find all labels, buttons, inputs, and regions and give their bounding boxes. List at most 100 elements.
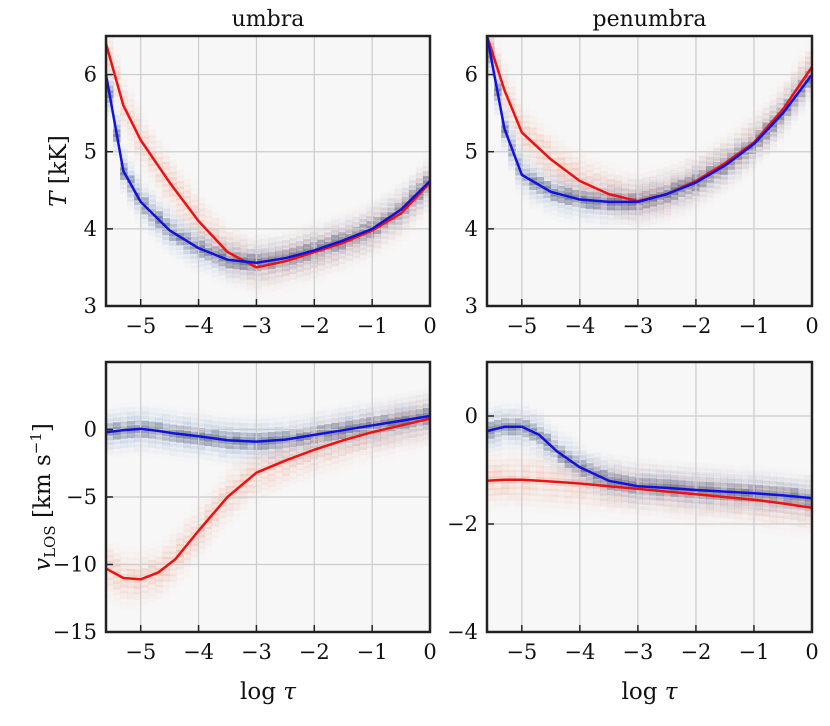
heatmap-cell <box>670 177 679 186</box>
heatmap-cell <box>720 497 728 505</box>
heatmap-cell <box>303 409 310 417</box>
heatmap-cell <box>127 416 135 425</box>
heatmap-cell <box>650 460 657 468</box>
heatmap-cell <box>755 115 763 124</box>
heatmap-cell <box>324 260 332 269</box>
heatmap-cell <box>190 250 198 259</box>
heatmap-cell <box>226 221 233 229</box>
heatmap-cell <box>317 438 325 446</box>
heatmap-cell <box>494 102 502 111</box>
heatmap-cell <box>698 178 707 187</box>
heatmap-cell <box>522 168 530 177</box>
heatmap-cell <box>260 454 269 462</box>
heatmap-cell <box>289 448 297 457</box>
heatmap-cell <box>141 211 149 220</box>
heatmap-cell <box>331 441 339 450</box>
heatmap-cell <box>713 171 721 180</box>
heatmap-cell <box>232 432 241 440</box>
heatmap-cell <box>268 455 276 464</box>
heatmap-cell <box>508 81 516 90</box>
heatmap-cell <box>515 138 523 146</box>
heatmap-cell <box>303 441 311 450</box>
heatmap-cell <box>415 428 424 437</box>
heatmap-cell <box>501 81 509 89</box>
heatmap-cell <box>494 481 502 490</box>
heatmap-cell <box>394 217 403 225</box>
heatmap-cell <box>600 204 608 213</box>
heatmap-cell <box>225 497 234 506</box>
heatmap-cell <box>380 410 389 418</box>
heatmap-cell <box>296 264 304 273</box>
heatmap-cell <box>268 445 276 454</box>
heatmap-cell <box>338 218 346 226</box>
heatmap-cell <box>571 196 580 205</box>
heatmap-cell <box>698 474 707 482</box>
heatmap-cell <box>684 163 693 172</box>
heatmap-cell <box>395 394 402 402</box>
y-tick-label: −4 <box>447 620 478 644</box>
heatmap-cell <box>607 491 615 500</box>
heatmap-cell <box>260 276 269 285</box>
heatmap-cell <box>380 448 389 456</box>
heatmap-cell <box>621 212 629 220</box>
heatmap-cell <box>578 450 587 459</box>
heatmap-cell <box>684 191 693 200</box>
heatmap-cell <box>246 446 255 455</box>
heatmap-cell <box>755 121 763 130</box>
heatmap-cell <box>656 177 665 186</box>
heatmap-cell <box>494 48 502 56</box>
heatmap-cell <box>769 504 778 513</box>
heatmap-cell <box>352 410 360 418</box>
heatmap-cell <box>211 260 220 269</box>
heatmap-cell <box>324 443 332 451</box>
heatmap-cell <box>614 164 621 172</box>
heatmap-cell <box>607 493 615 502</box>
heatmap-cell <box>543 171 551 180</box>
heatmap-cell <box>155 140 163 148</box>
heatmap-cell <box>366 221 375 229</box>
heatmap-cell <box>494 487 502 496</box>
heatmap-cell <box>373 235 382 244</box>
heatmap-cell <box>218 504 227 513</box>
heatmap-cell <box>797 75 806 84</box>
heatmap-cell <box>162 574 170 582</box>
heatmap-cell <box>487 65 495 73</box>
heatmap-cell <box>677 189 686 197</box>
heatmap-cell <box>401 411 410 420</box>
heatmap-cell <box>162 150 170 159</box>
heatmap-cell <box>225 241 234 250</box>
heatmap-cell <box>352 216 360 225</box>
heatmap-cell <box>684 495 693 504</box>
heatmap-cell <box>748 470 756 479</box>
heatmap-cell <box>204 216 213 224</box>
heatmap-cell <box>422 188 431 196</box>
heatmap-cell <box>268 473 276 482</box>
heatmap-cell <box>543 190 551 199</box>
heatmap-cell <box>253 433 262 441</box>
heatmap-cell <box>141 439 149 448</box>
heatmap-cell <box>394 407 403 416</box>
heatmap-cell <box>169 166 177 174</box>
heatmap-cell <box>564 211 573 220</box>
heatmap-cell <box>253 451 262 460</box>
heatmap-cell <box>183 529 191 538</box>
heatmap-cell <box>380 431 389 439</box>
heatmap-cell <box>408 185 417 193</box>
heatmap-cell <box>338 227 346 236</box>
heatmap-cell <box>670 169 679 178</box>
heatmap-cell <box>148 194 156 203</box>
heatmap-cell <box>698 502 707 511</box>
heatmap-cell <box>253 462 262 471</box>
heatmap-cell <box>190 549 198 558</box>
heatmap-cell <box>380 230 389 239</box>
heatmap-cell <box>408 429 417 437</box>
heatmap-cell <box>564 461 573 470</box>
heatmap-cell <box>762 480 771 489</box>
heatmap-cell <box>268 237 276 246</box>
heatmap-cell <box>162 195 170 204</box>
heatmap-cell <box>113 49 120 57</box>
heatmap-cell <box>352 414 360 423</box>
heatmap-cell <box>600 493 608 502</box>
heatmap-cell <box>663 498 672 506</box>
heatmap-cell <box>508 139 516 148</box>
